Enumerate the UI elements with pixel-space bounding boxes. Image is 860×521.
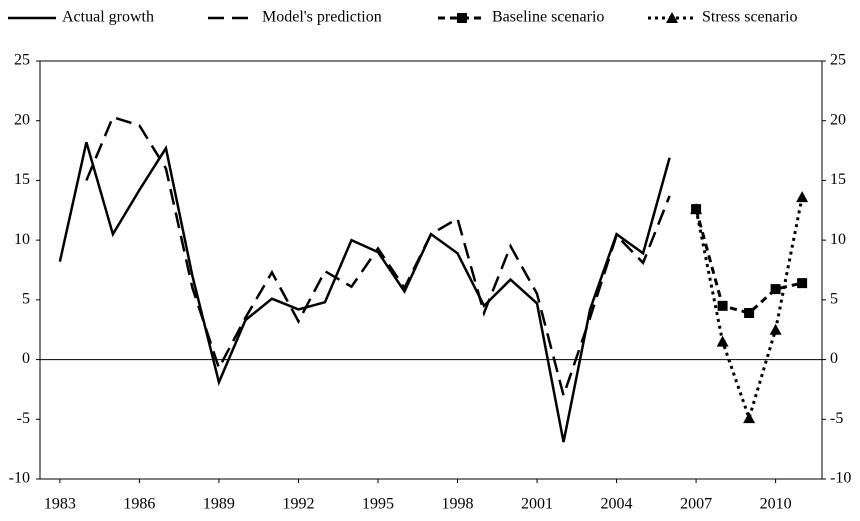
x-tick-label: 2004	[601, 496, 633, 513]
marker-square	[457, 13, 467, 23]
x-tick-label: 1983	[44, 496, 76, 513]
y2-tick-label: -5	[830, 410, 843, 427]
marker-square	[744, 307, 755, 318]
y-tick-label: 0	[22, 350, 30, 367]
plot-frame	[39, 60, 823, 480]
x-tick-label: 1992	[282, 496, 314, 513]
marker-triangle	[743, 412, 756, 424]
marker-triangle	[769, 323, 782, 335]
legend-label: Model's prediction	[262, 9, 382, 26]
y-tick-label: 25	[14, 52, 30, 69]
x-tick-label: 1995	[362, 496, 394, 513]
legend-label: Actual growth	[62, 9, 154, 26]
y2-tick-label: -10	[830, 470, 851, 487]
series-line	[694, 208, 803, 315]
marker-triangle	[690, 203, 703, 215]
y2-tick-label: 0	[830, 350, 838, 367]
y2-tick-label: 10	[830, 231, 846, 248]
legend-label: Stress scenario	[702, 9, 798, 26]
legend-label: Baseline scenario	[492, 9, 604, 26]
y-tick-label: -5	[17, 410, 30, 427]
series-line	[58, 141, 671, 443]
marker-square	[797, 278, 808, 289]
x-tick-label: 1998	[442, 496, 474, 513]
x-tick-label: 1986	[123, 496, 155, 513]
y2-tick-label: 25	[830, 52, 846, 69]
series-line	[85, 115, 671, 400]
y2-tick-label: 5	[830, 291, 838, 308]
x-tick-label: 1989	[203, 496, 235, 513]
y-tick-label: 10	[14, 231, 30, 248]
marker-triangle	[716, 335, 729, 347]
marker-triangle	[666, 12, 678, 23]
x-tick-label: 2010	[760, 496, 792, 513]
marker-square	[770, 284, 781, 295]
y2-tick-label: 20	[830, 111, 846, 128]
x-tick-label: 2007	[680, 496, 712, 513]
y2-tick-label: 15	[830, 171, 846, 188]
y-tick-label: 5	[22, 291, 30, 308]
x-tick-label: 2001	[521, 496, 553, 513]
y-tick-label: 15	[14, 171, 30, 188]
marker-square	[717, 300, 728, 311]
y-tick-label: -10	[9, 470, 30, 487]
marker-triangle	[796, 191, 809, 203]
series-line	[694, 196, 804, 423]
y-tick-label: 20	[14, 111, 30, 128]
